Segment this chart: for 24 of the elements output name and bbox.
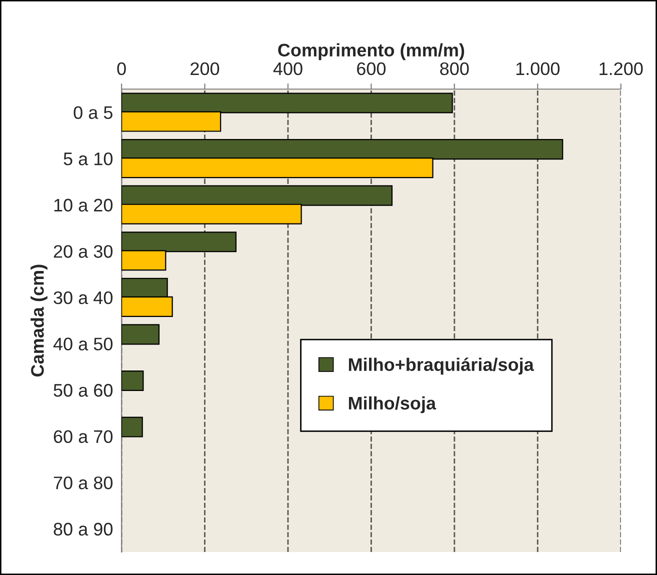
x-tick-label: 1.000 — [516, 62, 560, 76]
y-tick-label: 70 a 80 — [54, 476, 113, 490]
y-tick-label: 0 a 5 — [74, 106, 112, 119]
legend-label: Milho/soja — [348, 396, 436, 414]
y-tick-label: 5 a 10 — [64, 152, 113, 166]
y-tick-label: 40 a 50 — [53, 338, 113, 350]
legend-label: Milho+braquiária/soja — [348, 358, 534, 375]
x-axis-title: Comprimento (mm/m) — [278, 43, 464, 60]
y-axis-title: Camada (cm) — [30, 264, 48, 377]
y-tick-label: 50 a 60 — [54, 384, 113, 397]
x-tick-label: 800 — [440, 62, 469, 76]
x-tick-label: 200 — [190, 62, 220, 76]
x-tick-label: 600 — [357, 62, 386, 76]
y-tick-label: 20 a 30 — [54, 245, 113, 258]
bar — [122, 416, 143, 438]
x-tick-label: 1.200 — [600, 62, 643, 76]
x-tick-label: 400 — [273, 62, 302, 76]
y-tick-label: 30 a 40 — [54, 291, 113, 304]
bar — [122, 324, 160, 345]
x-tick-label: 0 — [117, 62, 126, 76]
y-tick-label: 60 a 70 — [54, 430, 113, 443]
bar — [122, 370, 144, 392]
y-tick-label: 10 a 20 — [54, 198, 113, 212]
y-tick-label: 80 a 90 — [54, 522, 113, 536]
